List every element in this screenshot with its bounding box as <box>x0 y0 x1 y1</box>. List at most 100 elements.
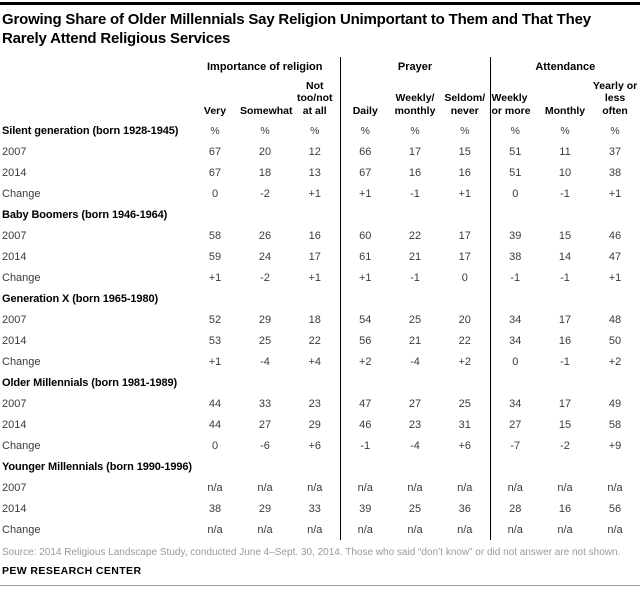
value-cell: 25 <box>458 397 471 410</box>
value-cell: 10 <box>558 166 572 179</box>
value-cell: 13 <box>308 166 321 179</box>
value-cell: +1 <box>308 187 322 200</box>
value-cell: 27 <box>258 418 272 431</box>
row-label: 2014 <box>2 250 27 263</box>
value-cell <box>540 372 590 393</box>
value-cell: % <box>339 120 390 141</box>
value-cell <box>590 456 640 477</box>
table-row: 2007 67 20 12 66 17 15 51 11 37 <box>0 141 640 162</box>
row-label: Silent generation (born 1928-1945) <box>2 124 179 137</box>
value-cell <box>339 288 390 309</box>
value-cell: % <box>310 124 320 137</box>
value-cell: 33 <box>258 397 272 410</box>
group-header-row: Importance of religion Prayer Attendance <box>0 57 640 73</box>
value-cell: 38 <box>489 246 541 267</box>
value-cell: 34 <box>489 330 541 351</box>
value-cell: n/a <box>339 519 390 540</box>
value-cell: % <box>489 120 541 141</box>
value-cell <box>390 204 440 225</box>
empty-corner-cell <box>0 57 190 73</box>
value-cell: 52 <box>208 313 222 326</box>
row-label: 2007 <box>2 397 27 410</box>
value-cell: n/a <box>307 523 323 536</box>
value-cell: 38 <box>208 502 222 515</box>
value-cell: 20 <box>458 313 471 326</box>
value-cell: 23 <box>308 397 321 410</box>
value-cell: 15 <box>558 418 572 431</box>
value-cell: 39 <box>489 225 541 246</box>
generation-label-row: Older Millennials (born 1981-1989) <box>0 372 640 393</box>
value-cell: 15 <box>558 229 572 242</box>
value-cell: 39 <box>339 498 390 519</box>
value-cell: 31 <box>458 418 471 431</box>
value-cell: 46 <box>339 414 390 435</box>
row-label: Older Millennials (born 1981-1989) <box>2 376 178 389</box>
value-cell <box>390 288 440 309</box>
value-cell: n/a <box>489 477 541 498</box>
value-cell: 47 <box>608 250 622 263</box>
table-row: 2007 44 33 23 47 27 25 34 17 49 <box>0 393 640 414</box>
value-cell: 24 <box>258 250 272 263</box>
row-label: 2007 <box>2 481 27 494</box>
value-cell: n/a <box>339 477 390 498</box>
value-cell: -4 <box>260 355 270 368</box>
value-cell: -1 <box>410 187 420 200</box>
value-cell: -1 <box>339 435 390 456</box>
table-row: Change n/a n/a n/a n/a n/a n/a n/a n/a n/a <box>0 519 640 540</box>
value-cell: 37 <box>608 145 622 158</box>
column-header-weekly-monthly: Weekly/ monthly <box>394 92 436 117</box>
value-cell: 20 <box>258 145 272 158</box>
value-cell <box>440 288 490 309</box>
value-cell: n/a <box>257 523 273 536</box>
value-cell: -4 <box>410 439 420 452</box>
value-cell: 53 <box>208 334 222 347</box>
value-cell: 25 <box>258 334 272 347</box>
value-cell: 0 <box>461 271 468 284</box>
value-cell: +1 <box>208 355 222 368</box>
value-cell: 29 <box>308 418 321 431</box>
row-label: 2014 <box>2 334 27 347</box>
value-cell: n/a <box>457 523 473 536</box>
value-cell: 17 <box>458 250 471 263</box>
value-cell: n/a <box>489 519 541 540</box>
generation-label-row: Generation X (born 1965-1980) <box>0 288 640 309</box>
value-cell: +6 <box>458 439 472 452</box>
value-cell: 67 <box>208 166 222 179</box>
table-row: 2014 38 29 33 39 25 36 28 16 56 <box>0 498 640 519</box>
row-label: Change <box>2 355 41 368</box>
value-cell: 17 <box>558 313 572 326</box>
value-cell <box>290 288 340 309</box>
page-title: Growing Share of Older Millennials Say R… <box>2 11 591 47</box>
column-header-yearly-less: Yearly or less often <box>592 79 638 117</box>
value-cell: +1 <box>208 271 222 284</box>
value-cell: 0 <box>489 183 541 204</box>
group-header-prayer: Prayer <box>339 57 491 73</box>
column-header-very: Very <box>203 104 227 117</box>
pew-research-center-wordmark: PEW RESEARCH CENTER <box>2 565 142 577</box>
value-cell: n/a <box>457 481 473 494</box>
value-cell <box>489 288 541 309</box>
row-label: 2014 <box>2 166 27 179</box>
value-cell <box>540 456 590 477</box>
value-cell: +1 <box>308 271 322 284</box>
value-cell: -2 <box>260 271 270 284</box>
value-cell: n/a <box>207 523 223 536</box>
row-label: Change <box>2 271 41 284</box>
table-row: 2007 52 29 18 54 25 20 34 17 48 <box>0 309 640 330</box>
value-cell: 46 <box>608 229 622 242</box>
value-cell: -1 <box>560 355 570 368</box>
value-cell: 0 <box>489 351 541 372</box>
value-cell: 29 <box>258 502 272 515</box>
value-cell: +2 <box>608 355 622 368</box>
row-label: Younger Millennials (born 1990-1996) <box>2 460 192 473</box>
value-cell: 34 <box>489 309 541 330</box>
value-cell <box>540 288 590 309</box>
table-row: Change +1 -4 +4 +2 -4 +2 0 -1 +2 <box>0 351 640 372</box>
value-cell: 16 <box>458 166 471 179</box>
value-cell: 18 <box>308 313 321 326</box>
row-label: 2007 <box>2 229 27 242</box>
value-cell: 58 <box>208 229 222 242</box>
value-cell: 16 <box>558 502 572 515</box>
column-header-somewhat: Somewhat <box>240 104 293 117</box>
value-cell <box>440 456 490 477</box>
